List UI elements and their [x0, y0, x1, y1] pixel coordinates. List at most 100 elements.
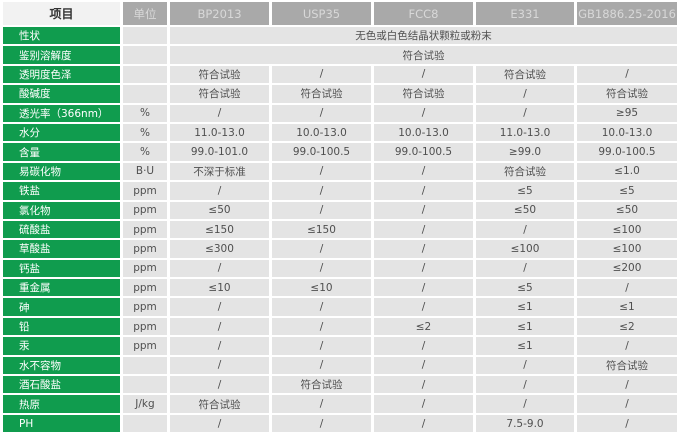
unit-cell: ppm [123, 220, 167, 239]
value-cell: ≤200 [577, 259, 677, 278]
value-cell: 不深于标准 [170, 162, 269, 181]
value-cell: / [272, 65, 371, 84]
column-header-e331: E331 [476, 2, 574, 25]
value-cell: ≤2 [374, 317, 473, 336]
value-cell: 符合试验 [374, 85, 473, 103]
item-cell: 硫酸盐 [3, 220, 120, 239]
value-cell: / [272, 162, 371, 181]
value-cell: ≤300 [170, 240, 269, 258]
unit-cell: ppm [123, 317, 167, 336]
value-cell: ≤1.0 [577, 162, 677, 181]
unit-cell: ppm [123, 279, 167, 297]
unit-cell [123, 414, 167, 433]
value-cell: ≥95 [577, 104, 677, 122]
table-row: 汞 ppm / / / ≤1/ [3, 337, 677, 355]
value-cell: 符合试验 [476, 65, 574, 84]
value-cell: / [374, 201, 473, 219]
value-cell: ≤1 [476, 298, 574, 316]
table-row: 钙盐 ppm / / / / ≤200 [3, 259, 677, 278]
value-cell: ≤5 [476, 279, 574, 297]
table-row: 酸碱度 符合试验 符合试验 符合试验 / 符合试验 [3, 85, 677, 103]
unit-cell: ppm [123, 259, 167, 278]
value-cell: / [374, 220, 473, 239]
table-row: 草酸盐 ppm ≤300// ≤100 ≤100 [3, 240, 677, 258]
item-cell: 热原 [3, 395, 120, 413]
table-row: 透明度色泽 符合试验 / / 符合试验 / [3, 65, 677, 84]
item-cell: 重金属 [3, 279, 120, 297]
value-cell: ≤50 [170, 201, 269, 219]
unit-cell: ppm [123, 298, 167, 316]
value-cell: / [374, 376, 473, 394]
value-cell: / [170, 356, 269, 375]
value-cell: / [272, 182, 371, 200]
value-cell: 99.0-100.5 [374, 143, 473, 161]
item-cell: 鉴别溶解度 [3, 46, 120, 64]
value-cell: 符合试验 [272, 376, 371, 394]
table-row: 砷 ppm / / / ≤1 ≤1 [3, 298, 677, 316]
unit-cell [123, 376, 167, 394]
column-header-usp35: USP35 [272, 2, 371, 25]
value-cell: / [374, 414, 473, 433]
value-cell: / [170, 376, 269, 394]
table-row: PH / //7.5-9.0/ [3, 414, 677, 433]
value-cell: 11.0-13.0 [476, 123, 574, 142]
value-cell: 99.0-101.0 [170, 143, 269, 161]
table-row: 硫酸盐 ppm ≤150 ≤150// ≤100 [3, 220, 677, 239]
value-cell: ≤50 [476, 201, 574, 219]
span-value-cell: 符合试验 [170, 46, 677, 64]
value-cell: / [577, 414, 677, 433]
item-cell: 水分 [3, 123, 120, 142]
value-cell: / [374, 162, 473, 181]
unit-cell: ppm [123, 182, 167, 200]
value-cell: / [272, 201, 371, 219]
item-cell: 铅 [3, 317, 120, 336]
value-cell: 符合试验 [577, 85, 677, 103]
item-cell: 易碳化物 [3, 162, 120, 181]
unit-cell: ppm [123, 337, 167, 355]
table-row: 水分% 11.0-13.0 10.0-13.0 10.0-13.0 11.0-13.0 1… [3, 123, 677, 142]
table-row: 性状 无色或白色结晶状颗粒或粉末 [3, 27, 677, 45]
item-cell: 酸碱度 [3, 85, 120, 103]
value-cell: / [374, 65, 473, 84]
unit-cell [123, 85, 167, 103]
value-cell: ≤1 [476, 317, 574, 336]
value-cell: / [476, 104, 574, 122]
table-row: 含量% 99.0-101.0 99.0-100.5 99.0-100.5 ≥99.0 99… [3, 143, 677, 161]
unit-cell [123, 65, 167, 84]
value-cell: / [170, 317, 269, 336]
value-cell: / [374, 240, 473, 258]
value-cell: 符合试验 [476, 162, 574, 181]
table-row: 酒石酸盐 / 符合试验 / / / [3, 376, 677, 394]
value-cell: / [577, 395, 677, 413]
value-cell: ≤100 [476, 240, 574, 258]
item-cell: 酒石酸盐 [3, 376, 120, 394]
item-cell: 含量 [3, 143, 120, 161]
item-cell: 透光率（366nm） [3, 104, 120, 122]
value-cell: / [272, 259, 371, 278]
value-cell: / [577, 337, 677, 355]
column-header-bp2013: BP2013 [170, 2, 269, 25]
value-cell: / [272, 414, 371, 433]
table-row: 易碳化物 B·U 不深于标准 / / 符合试验 ≤1.0 [3, 162, 677, 181]
value-cell: 符合试验 [170, 65, 269, 84]
value-cell: ≤150 [170, 220, 269, 239]
value-cell: ≤100 [577, 220, 677, 239]
table-row: 氯化物 ppm ≤50// ≤50 ≤50 [3, 201, 677, 219]
value-cell: 99.0-100.5 [272, 143, 371, 161]
value-cell: / [577, 376, 677, 394]
value-cell: / [374, 104, 473, 122]
unit-cell [123, 27, 167, 45]
value-cell: ≤10 [272, 279, 371, 297]
value-cell: 符合试验 [577, 356, 677, 375]
value-cell: ≤2 [577, 317, 677, 336]
value-cell: / [577, 65, 677, 84]
value-cell: / [374, 395, 473, 413]
table-header: 项目 单位 BP2013 USP35 FCC8 E331 GB1886.25-2016 [3, 2, 677, 25]
value-cell: / [170, 259, 269, 278]
table-row: 铁盐 ppm / / / ≤5 ≤5 [3, 182, 677, 200]
value-cell: / [170, 298, 269, 316]
value-cell: 符合试验 [272, 85, 371, 103]
item-cell: 汞 [3, 337, 120, 355]
value-cell: / [374, 279, 473, 297]
